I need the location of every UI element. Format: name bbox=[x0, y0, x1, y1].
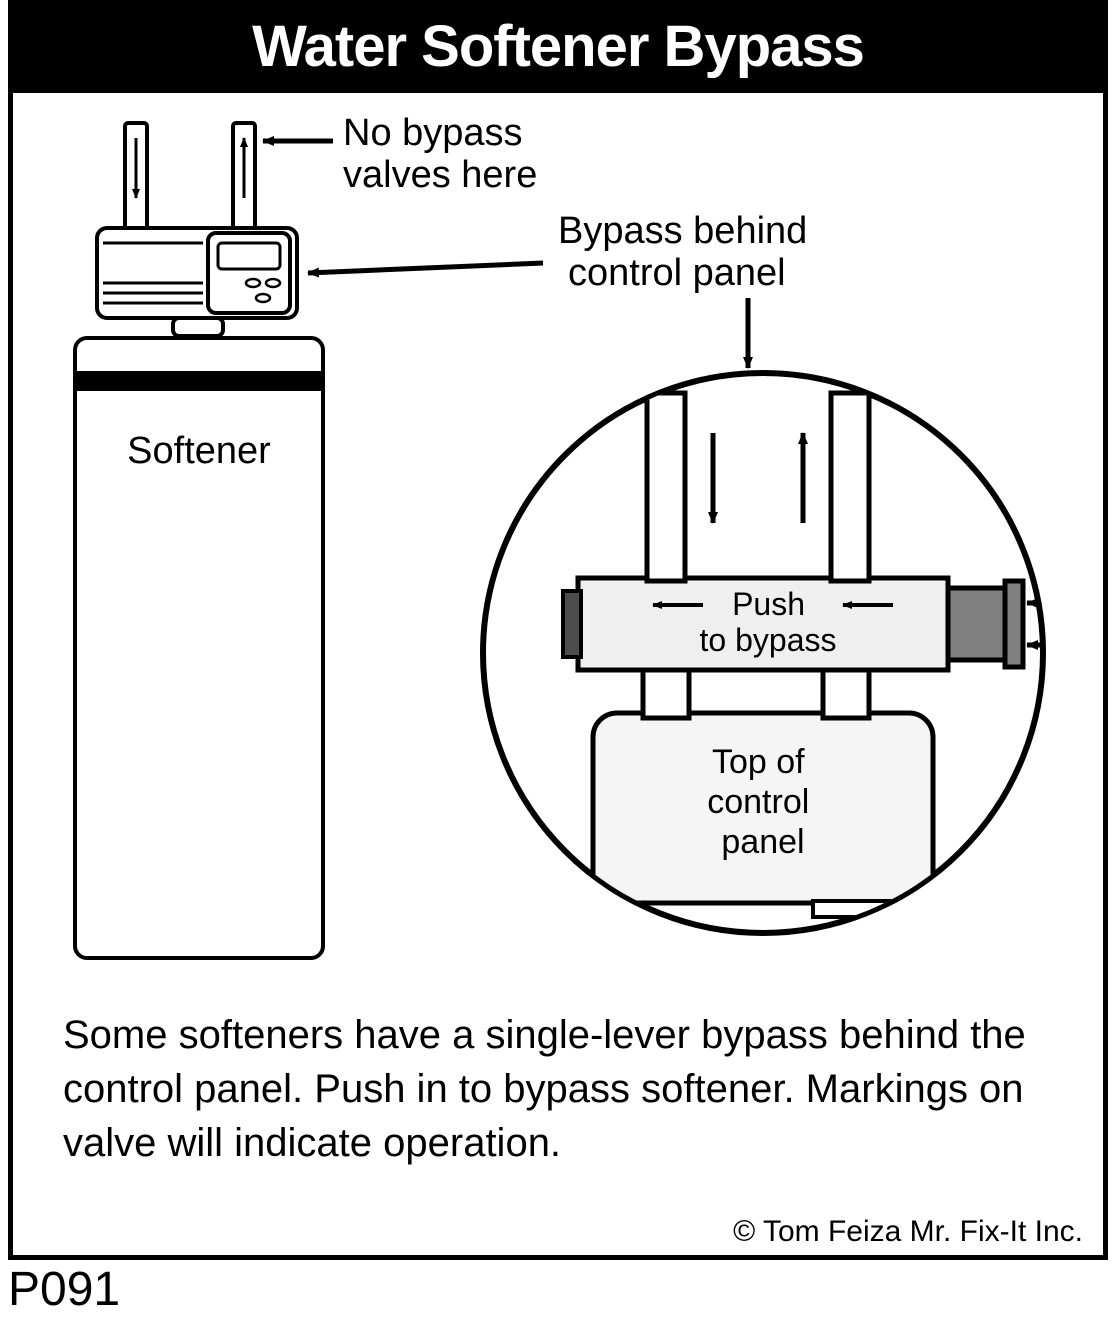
top-panel-line3: panel bbox=[721, 823, 804, 861]
bypass-behind-line1: Bypass behind bbox=[558, 210, 807, 252]
diagram-title: Water Softener Bypass bbox=[252, 14, 864, 79]
figure-id: P091 bbox=[8, 1262, 120, 1317]
caption-text: Some softeners have a single-lever bypas… bbox=[63, 1013, 1026, 1165]
callout-bypass-behind: Bypass behind control panel bbox=[308, 210, 818, 368]
diagram-svg: Softener No bypass valves here Bypass be… bbox=[13, 93, 1103, 1255]
svg-text:Bypass behind contro: Bypass behind control panel bbox=[558, 210, 818, 294]
top-panel-line2: control bbox=[707, 783, 809, 821]
svg-text:Top of control: Top of control panel bbox=[707, 743, 819, 861]
top-panel-line1: Top of bbox=[712, 743, 805, 781]
svg-text:No bypass valves her: No bypass valves here bbox=[343, 112, 537, 196]
diagram-container: Water Softener Bypass bbox=[0, 0, 1116, 1333]
copyright-text: © Tom Feiza Mr. Fix-It Inc. bbox=[733, 1215, 1083, 1248]
caption-block: Some softeners have a single-lever bypas… bbox=[63, 1008, 1063, 1198]
push-line1: Push bbox=[732, 586, 805, 622]
no-bypass-line1: No bypass bbox=[343, 112, 523, 154]
bypass-behind-line2: control panel bbox=[568, 252, 786, 294]
callout-no-bypass: No bypass valves here bbox=[263, 112, 537, 196]
push-line2: to bypass bbox=[700, 622, 837, 658]
softener-unit-group: Softener bbox=[75, 123, 323, 958]
softener-label: Softener bbox=[127, 430, 271, 472]
figure-frame: Water Softener Bypass bbox=[8, 0, 1108, 1260]
no-bypass-line2: valves here bbox=[343, 154, 537, 196]
title-bar: Water Softener Bypass bbox=[13, 5, 1103, 93]
